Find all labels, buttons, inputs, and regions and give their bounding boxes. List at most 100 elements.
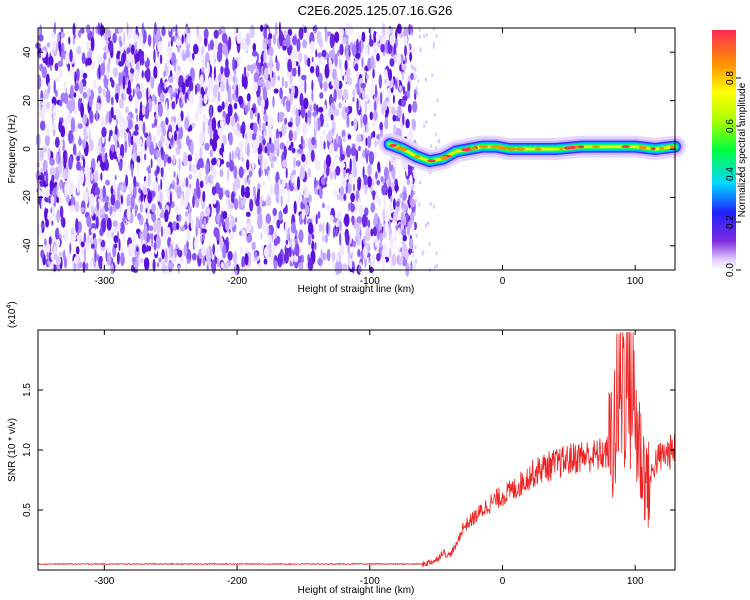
noise-speckle xyxy=(365,44,368,57)
noise-speckle xyxy=(36,223,42,236)
noise-speckle xyxy=(373,30,377,44)
noise-speckle xyxy=(47,82,51,95)
noise-speckle xyxy=(163,70,166,78)
noise-speckle xyxy=(314,177,317,188)
noise-speckle xyxy=(89,259,94,268)
noise-speckle xyxy=(296,176,301,191)
noise-speckle xyxy=(179,226,186,232)
noise-speckle xyxy=(185,258,188,271)
noise-speckle xyxy=(172,154,176,165)
noise-speckle xyxy=(315,214,318,225)
noise-speckle xyxy=(269,184,274,196)
noise-speckle xyxy=(165,116,169,126)
noise-speckle xyxy=(249,198,254,212)
noise-speckle xyxy=(193,43,199,55)
noise-speckle xyxy=(46,244,51,252)
noise-speckle xyxy=(153,66,158,79)
noise-speckle xyxy=(344,107,349,113)
noise-speckle xyxy=(205,206,211,217)
noise-speckle xyxy=(94,249,97,263)
noise-speckle xyxy=(55,89,58,98)
noise-speckle xyxy=(41,198,44,212)
noise-speckle xyxy=(129,68,135,74)
noise-speckle xyxy=(232,75,236,83)
noise-speckle xyxy=(360,39,363,53)
noise-speckle xyxy=(337,86,343,100)
noise-speckle xyxy=(354,63,359,72)
noise-speckle xyxy=(120,184,124,193)
noise-speckle xyxy=(130,195,135,210)
noise-speckle xyxy=(350,203,356,213)
x-tick-label: 100 xyxy=(627,276,644,287)
noise-speckle xyxy=(346,115,350,128)
noise-speckle xyxy=(410,189,414,198)
noise-speckle xyxy=(274,182,280,197)
noise-speckle xyxy=(335,165,341,176)
noise-speckle xyxy=(417,79,420,84)
noise-speckle xyxy=(267,225,270,237)
noise-speckle xyxy=(352,96,355,103)
noise-speckle xyxy=(291,174,295,184)
noise-speckle xyxy=(51,174,55,182)
noise-speckle xyxy=(130,44,135,55)
noise-speckle xyxy=(373,213,379,225)
noise-speckle xyxy=(411,119,414,124)
noise-speckle xyxy=(367,164,372,176)
noise-speckle xyxy=(178,75,184,85)
noise-speckle xyxy=(73,33,76,39)
noise-speckle xyxy=(379,241,383,248)
noise-speckle xyxy=(104,195,110,203)
noise-speckle xyxy=(220,65,224,75)
noise-speckle xyxy=(311,56,314,63)
noise-speckle xyxy=(407,103,412,114)
noise-speckle xyxy=(413,190,416,195)
noise-speckle xyxy=(332,160,336,168)
noise-speckle xyxy=(381,34,386,45)
noise-speckle xyxy=(171,52,177,66)
signal-hotspot xyxy=(480,145,488,149)
noise-speckle xyxy=(372,226,377,237)
noise-speckle xyxy=(216,49,223,63)
noise-speckle xyxy=(344,213,350,227)
noise-speckle xyxy=(212,243,215,255)
noise-speckle xyxy=(49,166,56,177)
noise-speckle xyxy=(433,204,436,209)
noise-speckle xyxy=(244,177,248,185)
noise-speckle xyxy=(158,257,162,263)
noise-speckle xyxy=(378,222,382,231)
noise-speckle xyxy=(229,202,234,210)
noise-speckle xyxy=(115,92,119,104)
noise-speckle xyxy=(335,227,339,237)
noise-speckle xyxy=(188,212,192,223)
noise-speckle xyxy=(251,241,256,251)
noise-speckle xyxy=(136,155,141,164)
y-tick-label: -40 xyxy=(22,238,33,253)
noise-speckle xyxy=(72,143,77,156)
noise-speckle xyxy=(404,162,408,172)
noise-speckle xyxy=(184,116,190,131)
noise-speckle xyxy=(207,43,211,52)
noise-speckle xyxy=(183,152,188,167)
noise-speckle xyxy=(139,257,144,264)
noise-speckle xyxy=(413,126,416,131)
noise-speckle xyxy=(236,84,239,99)
noise-speckle xyxy=(335,222,339,228)
noise-speckle xyxy=(321,176,326,186)
noise-speckle xyxy=(86,57,92,66)
noise-speckle xyxy=(217,158,221,168)
noise-speckle xyxy=(411,248,414,252)
noise-speckle xyxy=(401,191,407,201)
colorbar-tick-label: 0.4 xyxy=(725,167,736,181)
noise-speckle xyxy=(348,49,351,57)
noise-speckle xyxy=(205,162,210,175)
noise-speckle xyxy=(292,35,297,46)
noise-speckle xyxy=(91,204,94,217)
noise-speckle xyxy=(167,156,172,164)
noise-speckle xyxy=(177,114,182,129)
noise-speckle xyxy=(161,26,166,37)
signal-hotspot xyxy=(563,146,573,150)
noise-speckle xyxy=(188,57,193,64)
noise-speckle xyxy=(377,161,381,172)
noise-speckle xyxy=(238,141,244,151)
noise-speckle xyxy=(185,186,191,201)
